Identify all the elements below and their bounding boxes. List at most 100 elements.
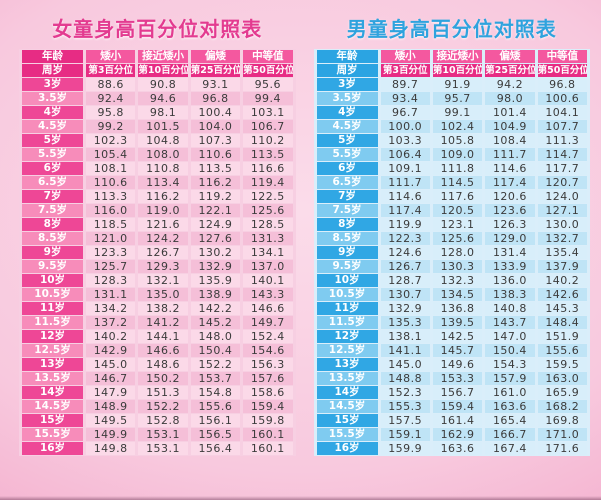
- height-value-cell: 116.0: [86, 204, 136, 217]
- height-value-cell: 169.8: [537, 414, 587, 427]
- table-row: 9岁 124.6 128.0 131.4 135.4: [316, 246, 587, 259]
- height-value-cell: 143.7: [485, 316, 535, 329]
- bottom-edge-shadow: [0, 496, 601, 500]
- girls-table-panel: 女童身高百分位对照表 年龄 矮小 接近矮小 偏矮 中等值 周岁 第3百分位 第10百分位 第25…: [19, 10, 296, 456]
- height-value-cell: 153.1: [138, 428, 188, 441]
- group-column-header: 接近矮小: [138, 50, 188, 63]
- height-value-cell: 162.9: [432, 428, 483, 441]
- age-column-header: 年龄: [316, 50, 378, 63]
- table-row: 5.5岁 105.4 108.0 110.6 113.5: [22, 148, 293, 161]
- table-row: 11.5岁 135.3 139.5 143.7 148.4: [316, 316, 587, 329]
- height-value-cell: 152.3: [380, 386, 430, 399]
- age-cell: 9.5岁: [22, 260, 83, 273]
- height-value-cell: 146.6: [138, 344, 188, 357]
- table-row: 4岁 96.7 99.1 101.4 104.1: [316, 106, 587, 119]
- height-value-cell: 128.5: [243, 218, 293, 231]
- height-value-cell: 138.2: [138, 302, 188, 315]
- age-cell: 13.5岁: [316, 372, 378, 385]
- height-value-cell: 132.1: [138, 274, 188, 287]
- age-cell: 16岁: [22, 442, 83, 455]
- height-value-cell: 116.6: [243, 162, 293, 175]
- height-value-cell: 131.4: [485, 246, 535, 259]
- height-value-cell: 141.2: [138, 316, 188, 329]
- height-value-cell: 130.7: [380, 288, 430, 301]
- height-value-cell: 138.1: [380, 330, 430, 343]
- height-value-cell: 108.4: [485, 134, 535, 147]
- age-cell: 13.5岁: [22, 372, 83, 385]
- table-row: 12.5岁 142.9 146.6 150.4 154.6: [22, 344, 293, 357]
- height-value-cell: 94.2: [485, 78, 535, 91]
- height-value-cell: 131.3: [243, 232, 293, 245]
- height-value-cell: 142.9: [86, 344, 136, 357]
- table-row: 5.5岁 106.4 109.0 111.7 114.7: [316, 148, 587, 161]
- height-value-cell: 99.2: [86, 120, 136, 133]
- height-value-cell: 152.2: [138, 400, 188, 413]
- age-cell: 12.5岁: [316, 344, 378, 357]
- percentile-column-header: 第3百分位: [380, 64, 430, 77]
- height-value-cell: 120.5: [432, 204, 483, 217]
- height-value-cell: 160.1: [243, 442, 293, 455]
- height-value-cell: 157.9: [485, 372, 535, 385]
- height-value-cell: 149.7: [243, 316, 293, 329]
- group-column-header: 矮小: [86, 50, 136, 63]
- height-value-cell: 153.1: [138, 442, 188, 455]
- height-value-cell: 142.5: [432, 330, 483, 343]
- height-value-cell: 152.8: [138, 414, 188, 427]
- table-row: 14.5岁 148.9 152.2 155.6 159.4: [22, 400, 293, 413]
- height-value-cell: 118.5: [86, 218, 136, 231]
- height-value-cell: 145.7: [432, 344, 483, 357]
- height-value-cell: 110.6: [86, 176, 136, 189]
- table-row: 11岁 132.9 136.8 140.8 145.3: [316, 302, 587, 315]
- age-cell: 7岁: [22, 190, 83, 203]
- age-cell: 4岁: [22, 106, 83, 119]
- height-value-cell: 156.1: [190, 414, 241, 427]
- height-value-cell: 138.9: [190, 288, 241, 301]
- height-value-cell: 100.0: [380, 120, 430, 133]
- table-row: 4.5岁 99.2 101.5 104.0 106.7: [22, 120, 293, 133]
- height-value-cell: 149.5: [86, 414, 136, 427]
- height-value-cell: 129.3: [138, 260, 188, 273]
- table-row: 16岁 149.8 153.1 156.4 160.1: [22, 442, 293, 455]
- table-row: 10.5岁 130.7 134.5 138.3 142.6: [316, 288, 587, 301]
- height-value-cell: 145.0: [380, 358, 430, 371]
- age-cell: 14.5岁: [22, 400, 83, 413]
- height-value-cell: 166.7: [485, 428, 535, 441]
- height-value-cell: 137.0: [243, 260, 293, 273]
- height-value-cell: 114.6: [485, 162, 535, 175]
- percentile-column-header: 第10百分位: [138, 64, 188, 77]
- age-cell: 11岁: [316, 302, 378, 315]
- height-value-cell: 132.9: [380, 302, 430, 315]
- height-value-cell: 165.9: [537, 386, 587, 399]
- age-cell: 8.5岁: [316, 232, 378, 245]
- girls-table-title: 女童身高百分位对照表: [52, 17, 263, 41]
- height-value-cell: 117.7: [537, 162, 587, 175]
- height-value-cell: 146.7: [86, 372, 136, 385]
- table-row: 6.5岁 111.7 114.5 117.4 120.7: [316, 176, 587, 189]
- height-value-cell: 160.1: [243, 428, 293, 441]
- age-cell: 14岁: [22, 386, 83, 399]
- age-cell: 8岁: [316, 218, 378, 231]
- height-value-cell: 150.2: [138, 372, 188, 385]
- height-value-cell: 156.4: [190, 442, 241, 455]
- height-value-cell: 156.5: [190, 428, 241, 441]
- height-value-cell: 135.3: [380, 316, 430, 329]
- height-value-cell: 109.1: [380, 162, 430, 175]
- percentile-column-header: 第25百分位: [485, 64, 535, 77]
- age-cell: 15岁: [22, 414, 83, 427]
- height-value-cell: 147.9: [86, 386, 136, 399]
- height-value-cell: 132.9: [190, 260, 241, 273]
- height-value-cell: 140.2: [86, 330, 136, 343]
- height-value-cell: 122.1: [190, 204, 241, 217]
- height-value-cell: 148.0: [190, 330, 241, 343]
- height-value-cell: 96.7: [380, 106, 430, 119]
- table-row: 10岁 128.3 132.1 135.9 140.1: [22, 274, 293, 287]
- height-value-cell: 148.9: [86, 400, 136, 413]
- height-value-cell: 154.3: [485, 358, 535, 371]
- age-cell: 9.5岁: [316, 260, 378, 273]
- height-value-cell: 106.4: [380, 148, 430, 161]
- percentile-column-header: 第50百分位: [243, 64, 293, 77]
- height-value-cell: 165.4: [485, 414, 535, 427]
- height-value-cell: 134.1: [243, 246, 293, 259]
- height-value-cell: 90.8: [138, 78, 188, 91]
- height-value-cell: 150.4: [485, 344, 535, 357]
